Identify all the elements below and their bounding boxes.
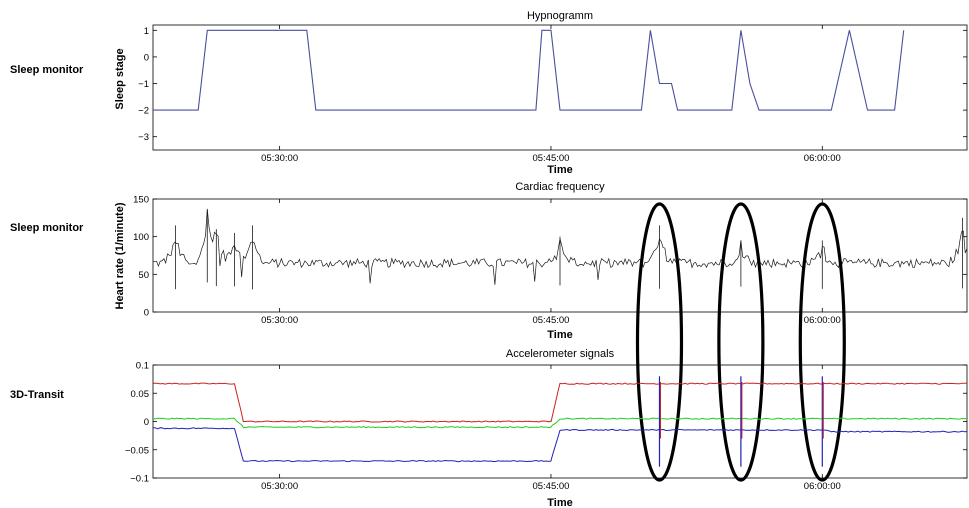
- y-tick-label: −1: [138, 79, 149, 90]
- hypnogram-panel: Sleep monitor Hypnogramm Sleep stage Tim…: [10, 10, 967, 176]
- y-tick-label: −0.1: [130, 474, 149, 485]
- x-tick-label: 06:00:00: [804, 153, 841, 164]
- y-tick-label: 50: [138, 270, 149, 281]
- plot-frame: [153, 25, 967, 150]
- x-tick-label: 05:45:00: [532, 153, 569, 164]
- x-tick-label: 05:30:00: [261, 481, 298, 492]
- y-tick-label: −0.05: [125, 445, 149, 456]
- y-tick-label: 0: [144, 308, 149, 319]
- y-tick-label: 0.1: [136, 361, 149, 372]
- hypnogram-line: [153, 30, 904, 110]
- x-axis-label: Time: [547, 329, 572, 341]
- y-tick-label: −3: [138, 132, 149, 143]
- y-tick-label: 100: [133, 232, 149, 243]
- series-group: [153, 376, 967, 466]
- x-tick-label: 06:00:00: [804, 481, 841, 492]
- x-tick-label: 06:00:00: [804, 315, 841, 326]
- y-tick-label: 1: [144, 26, 149, 37]
- y-tick-label: 0: [144, 52, 149, 63]
- accelerometer-line: [153, 418, 967, 428]
- y-tick-label: 0.05: [131, 389, 150, 400]
- x-tick-label: 05:45:00: [532, 481, 569, 492]
- x-tick-label: 05:30:00: [261, 315, 298, 326]
- series-group: [153, 30, 904, 110]
- x-tick-label: 05:30:00: [261, 153, 298, 164]
- y-tick-label: 0: [144, 417, 149, 428]
- x-ticks: 05:30:00 05:45:00 06:00:00: [261, 365, 841, 492]
- chart-title: Hypnogramm: [527, 10, 593, 22]
- x-tick-label: 05:45:00: [532, 315, 569, 326]
- x-axis-label: Time: [547, 497, 572, 508]
- row-label: Sleep monitor: [10, 64, 84, 76]
- y-tick-label: 150: [133, 195, 149, 206]
- chart-title: Cardiac frequency: [515, 181, 605, 193]
- series-group: [153, 209, 967, 289]
- accelerometer-line: [153, 383, 967, 422]
- y-axis-label: Sleep stage: [114, 48, 126, 109]
- y-axis-label: Heart rate (1/minute): [114, 202, 126, 309]
- accelerometer-panel: 3D-Transit Accelerometer signals Time 0.…: [10, 348, 967, 508]
- chart-title: Accelerometer signals: [506, 348, 615, 360]
- row-label: 3D-Transit: [10, 389, 64, 401]
- y-tick-label: −2: [138, 106, 149, 117]
- row-label: Sleep monitor: [10, 222, 84, 234]
- x-axis-label: Time: [547, 164, 572, 176]
- accelerometer-line: [153, 428, 967, 462]
